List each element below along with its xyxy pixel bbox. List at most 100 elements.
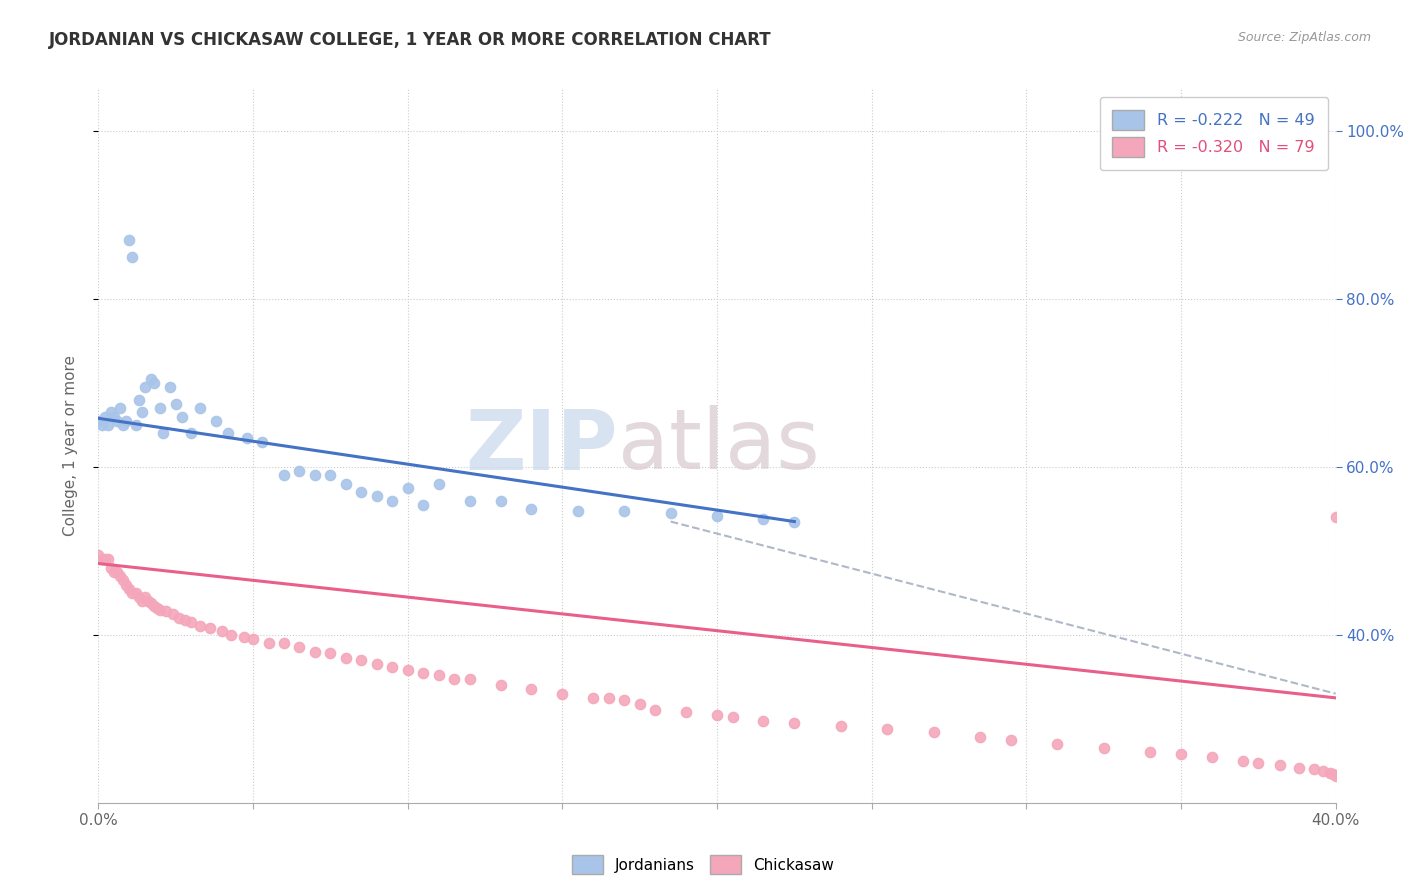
Point [598, 690, 620, 705]
Point [115, 577, 138, 591]
Text: ZIP: ZIP [465, 406, 619, 486]
Point [1170, 747, 1192, 761]
Point [115, 414, 138, 428]
Point [1092, 741, 1115, 756]
Point [149, 401, 172, 416]
Point [97, 417, 120, 432]
Point [134, 590, 156, 604]
Point [489, 678, 512, 692]
Point [613, 693, 636, 707]
Point [1312, 764, 1334, 778]
Point [443, 672, 465, 686]
Point [675, 705, 697, 719]
Point [118, 233, 141, 247]
Point [335, 651, 357, 665]
Point [1268, 758, 1291, 772]
Point [198, 621, 221, 635]
Point [335, 476, 357, 491]
Point [134, 380, 156, 394]
Point [721, 710, 744, 724]
Point [121, 586, 143, 600]
Point [366, 657, 388, 672]
Point [520, 682, 543, 697]
Point [319, 646, 342, 660]
Point [143, 376, 166, 390]
Point [567, 503, 589, 517]
Point [128, 392, 150, 407]
Point [1232, 754, 1254, 768]
Point [103, 565, 125, 579]
Point [152, 426, 174, 441]
Point [613, 503, 636, 517]
Point [551, 687, 574, 701]
Text: JORDANIAN VS CHICKASAW COLLEGE, 1 YEAR OR MORE CORRELATION CHART: JORDANIAN VS CHICKASAW COLLEGE, 1 YEAR O… [49, 31, 772, 49]
Point [180, 426, 202, 441]
Point [1000, 732, 1022, 747]
Point [180, 615, 202, 630]
Point [105, 414, 128, 428]
Point [174, 613, 197, 627]
Point [582, 690, 605, 705]
Point [706, 707, 728, 722]
Point [103, 409, 125, 424]
Point [381, 660, 404, 674]
Point [350, 653, 373, 667]
Point [112, 574, 135, 588]
Point [155, 604, 177, 618]
Point [1201, 750, 1223, 764]
Point [1324, 769, 1347, 783]
Point [131, 405, 153, 419]
Point [520, 502, 543, 516]
Point [412, 498, 434, 512]
Point [252, 434, 274, 449]
Point [136, 594, 159, 608]
Point [257, 636, 280, 650]
Point [87, 548, 110, 562]
Point [105, 565, 128, 579]
Point [93, 409, 115, 424]
Point [112, 417, 135, 432]
Point [139, 596, 162, 610]
Point [783, 515, 806, 529]
Point [167, 611, 190, 625]
Point [1288, 760, 1310, 774]
Point [170, 409, 193, 424]
Point [273, 468, 295, 483]
Point [304, 468, 326, 483]
Point [108, 569, 131, 583]
Point [190, 401, 212, 416]
Point [124, 586, 146, 600]
Point [1319, 765, 1341, 780]
Point [236, 431, 259, 445]
Point [165, 397, 187, 411]
Point [922, 725, 945, 739]
Point [139, 372, 162, 386]
Point [90, 552, 112, 566]
Point [90, 417, 112, 432]
Point [381, 493, 404, 508]
Point [1046, 737, 1069, 751]
Point [100, 560, 122, 574]
Point [628, 697, 651, 711]
Point [783, 716, 806, 731]
Point [232, 630, 254, 644]
Point [1247, 756, 1270, 770]
Point [159, 380, 181, 394]
Point [396, 663, 419, 677]
Point [124, 417, 146, 432]
Point [146, 601, 169, 615]
Point [288, 640, 311, 655]
Point [118, 582, 141, 596]
Point [489, 493, 512, 508]
Point [108, 401, 131, 416]
Point [659, 506, 682, 520]
Point [128, 590, 150, 604]
Point [143, 599, 166, 613]
Text: Source: ZipAtlas.com: Source: ZipAtlas.com [1237, 31, 1371, 45]
Point [1324, 510, 1347, 524]
Point [205, 414, 228, 428]
Point [1139, 746, 1161, 760]
Point [706, 508, 728, 523]
Point [458, 672, 481, 686]
Point [752, 512, 775, 526]
